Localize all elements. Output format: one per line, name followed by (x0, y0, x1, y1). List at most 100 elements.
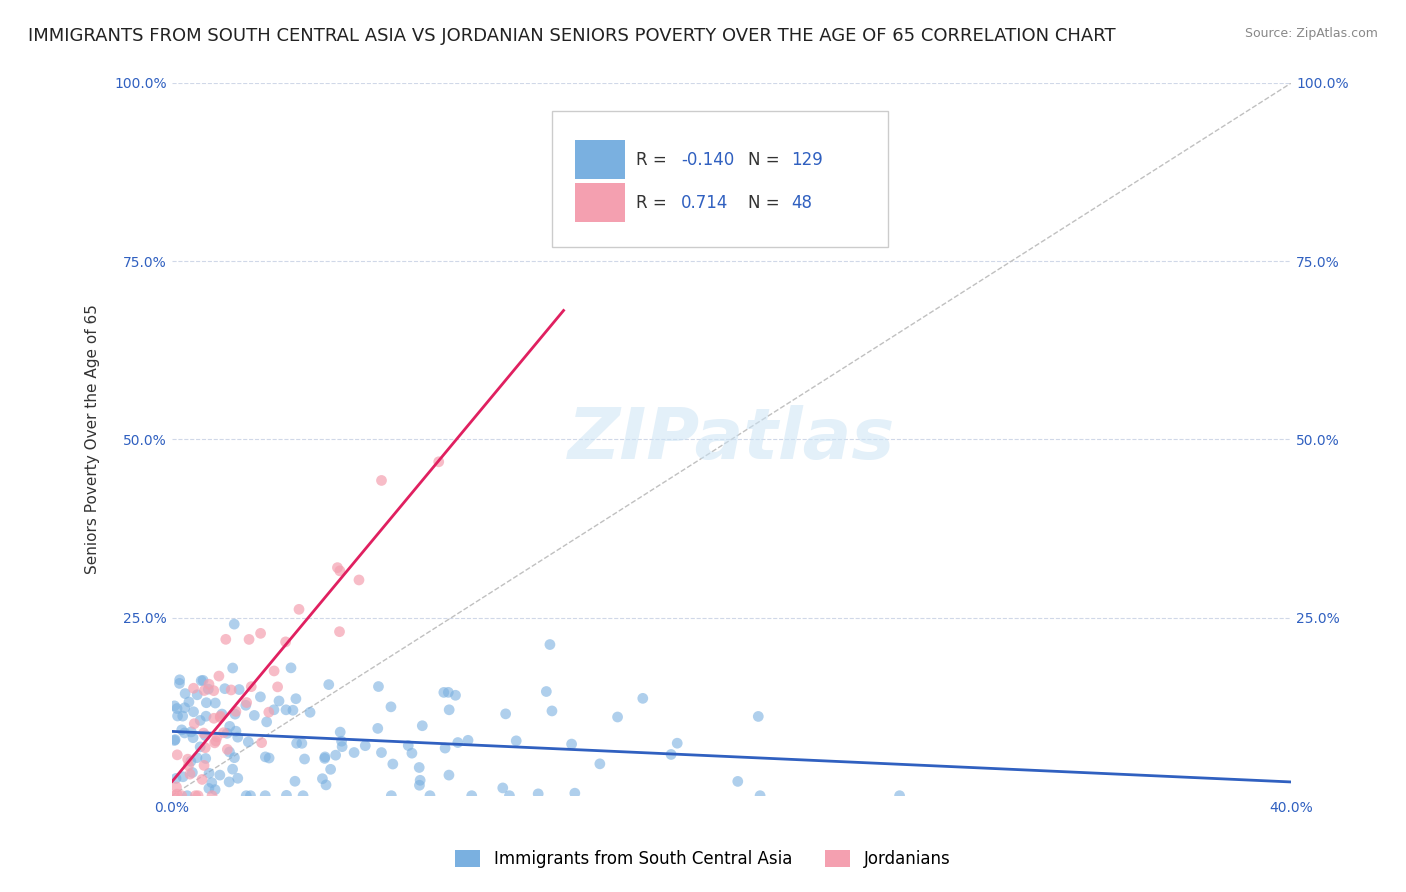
Point (165, 732, 187, 747)
Point (437, 685, 460, 699)
Point (228, 682, 250, 697)
Point (266, 680, 288, 694)
Point (381, 757, 404, 772)
Point (238, 632, 260, 647)
Point (212, 725, 235, 739)
Point (201, 789, 224, 803)
Point (314, 750, 336, 764)
Text: 129: 129 (790, 151, 823, 169)
Point (166, 701, 188, 715)
Point (254, 789, 277, 803)
Point (274, 635, 297, 649)
Point (184, 789, 207, 803)
Point (354, 739, 377, 753)
Point (224, 617, 246, 632)
Point (411, 719, 433, 733)
Point (536, 684, 558, 698)
Point (284, 691, 307, 706)
Point (280, 661, 302, 675)
Point (564, 786, 586, 800)
Point (457, 733, 479, 747)
Point (166, 709, 188, 723)
Point (173, 726, 195, 740)
Point (427, 455, 450, 469)
Point (541, 704, 564, 718)
Point (326, 560, 349, 574)
Point (225, 724, 247, 739)
Point (460, 789, 482, 803)
Point (444, 688, 467, 702)
Point (186, 750, 208, 764)
Point (527, 787, 550, 801)
Point (217, 742, 239, 756)
Point (318, 677, 340, 691)
Point (606, 710, 628, 724)
Point (274, 703, 297, 717)
Point (226, 772, 249, 786)
Point (224, 750, 246, 764)
Point (330, 734, 353, 748)
Point (186, 688, 208, 702)
Point (209, 710, 232, 724)
Point (589, 756, 612, 771)
Point (179, 767, 201, 781)
Point (314, 751, 336, 765)
Point (235, 789, 257, 803)
Point (191, 772, 214, 787)
FancyBboxPatch shape (575, 140, 626, 179)
Point (380, 699, 402, 714)
Point (170, 723, 193, 737)
Point (240, 680, 263, 694)
Point (166, 787, 188, 801)
Point (188, 714, 211, 728)
Point (208, 669, 231, 683)
Point (163, 789, 186, 803)
Point (193, 758, 215, 772)
Text: IMMIGRANTS FROM SOUTH CENTRAL ASIA VS JORDANIAN SENIORS POVERTY OVER THE AGE OF : IMMIGRANTS FROM SOUTH CENTRAL ASIA VS JO… (28, 27, 1116, 45)
Point (226, 730, 249, 744)
Point (170, 789, 193, 803)
FancyBboxPatch shape (575, 183, 626, 222)
Point (197, 682, 219, 697)
Point (221, 762, 243, 776)
Point (238, 735, 260, 749)
Point (195, 696, 218, 710)
Point (250, 736, 273, 750)
Point (195, 709, 218, 723)
Point (193, 726, 215, 740)
Point (447, 735, 470, 749)
Point (190, 673, 212, 688)
Point (505, 734, 527, 748)
Point (492, 780, 515, 795)
Point (347, 573, 370, 587)
Point (163, 698, 186, 713)
Point (276, 789, 298, 803)
Point (285, 736, 308, 750)
Text: Source: ZipAtlas.com: Source: ZipAtlas.com (1244, 27, 1378, 40)
Text: 48: 48 (790, 194, 811, 211)
Point (256, 714, 278, 729)
FancyBboxPatch shape (553, 112, 889, 247)
Point (291, 736, 314, 750)
Point (396, 739, 419, 753)
Point (181, 731, 204, 745)
Point (198, 677, 221, 691)
Point (209, 709, 232, 723)
Point (193, 683, 215, 698)
Text: N =: N = (748, 194, 785, 211)
Point (319, 762, 342, 776)
Point (288, 602, 311, 616)
Point (177, 752, 200, 766)
Point (311, 772, 333, 786)
Point (172, 709, 194, 723)
Point (249, 690, 271, 704)
Point (328, 624, 350, 639)
Point (218, 775, 240, 789)
Point (315, 778, 337, 792)
Point (325, 748, 347, 763)
Point (165, 780, 187, 794)
Text: N =: N = (748, 151, 785, 169)
Point (433, 685, 456, 699)
Point (495, 706, 517, 721)
Point (187, 789, 209, 803)
